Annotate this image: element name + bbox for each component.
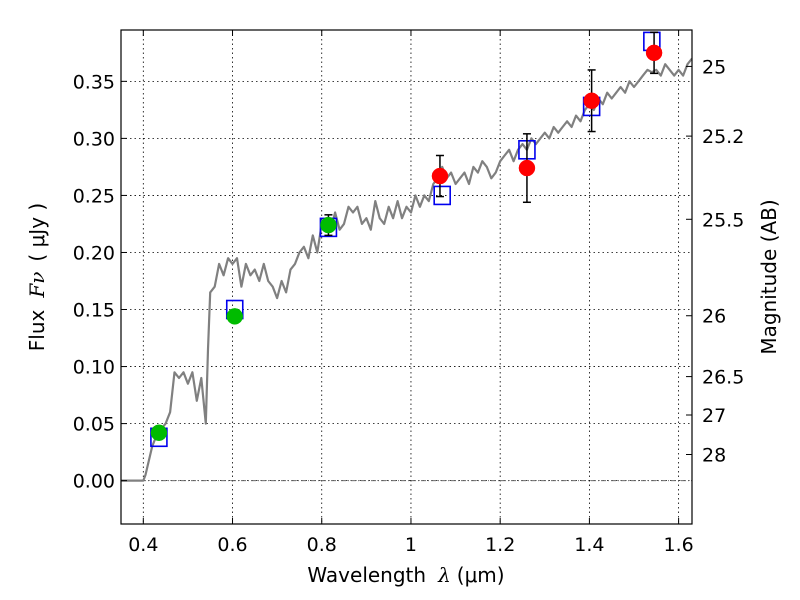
- x-tick-label: 1.2: [485, 534, 515, 556]
- observed-nir-point: [583, 92, 600, 109]
- x-tick-label: 1: [405, 534, 417, 556]
- x-tick-label: 1.4: [574, 534, 604, 556]
- y-tick-label: 0.00: [73, 471, 115, 493]
- plot-frame: [120, 29, 693, 525]
- y-tick-label: 0.15: [73, 300, 115, 322]
- y-axis-label: Flux Fν ( μJy ): [25, 203, 49, 351]
- y-tick-label: 0.35: [73, 71, 115, 93]
- x-tick-label: 0.4: [128, 534, 158, 556]
- mag-tick-label: 28: [702, 445, 726, 467]
- x-axis-label-unit: (μm): [457, 563, 505, 587]
- y-tick-label: 0.25: [73, 185, 115, 207]
- y-axis-label-symbol: Fν: [25, 272, 49, 299]
- x-axis-label: Wavelength λ (μm): [307, 563, 504, 587]
- y-tick-label: 0.05: [73, 414, 115, 436]
- y-tick-label: 0.10: [73, 357, 115, 379]
- series-layer: [121, 31, 692, 482]
- y-tick-label: 0.20: [73, 242, 115, 264]
- x-tick-label: 1.6: [664, 534, 694, 556]
- ticks: 0.4 0.6 0.8 1 1.2 1.4 1.6 0.00 0.05 0.10 0.15 0.20 0…: [73, 30, 744, 556]
- mag-tick-label: 26.5: [702, 367, 744, 389]
- y-axis-label-unit: ( μJy ): [25, 203, 49, 262]
- plot-area: [121, 30, 692, 524]
- x-axis-label-text: Wavelength: [307, 563, 426, 587]
- model-photometry-square: [433, 185, 451, 206]
- x-tick-label: 0.6: [217, 534, 247, 556]
- observed-nir-point: [645, 44, 663, 62]
- mag-tick-label: 25.5: [702, 209, 744, 231]
- mag-tick-label: 27: [702, 405, 726, 427]
- mag-tick-label: 25: [702, 56, 726, 78]
- observed-optical-point: [320, 216, 337, 234]
- observed-optical-point: [226, 308, 244, 325]
- mag-tick-label: 26: [702, 306, 726, 328]
- y-axis-label-text: Flux: [25, 309, 49, 351]
- y-tick-label: 0.30: [73, 128, 115, 150]
- observed-optical-point: [150, 424, 168, 441]
- observed-nir-point: [518, 159, 536, 177]
- grid: [121, 30, 692, 524]
- mag-tick-label: 25.2: [702, 126, 744, 148]
- y2-axis-label: Magnitude (AB): [757, 199, 781, 354]
- x-tick-label: 0.8: [307, 534, 337, 556]
- x-axis-label-symbol: λ: [437, 563, 451, 587]
- observed-nir-point: [431, 167, 449, 185]
